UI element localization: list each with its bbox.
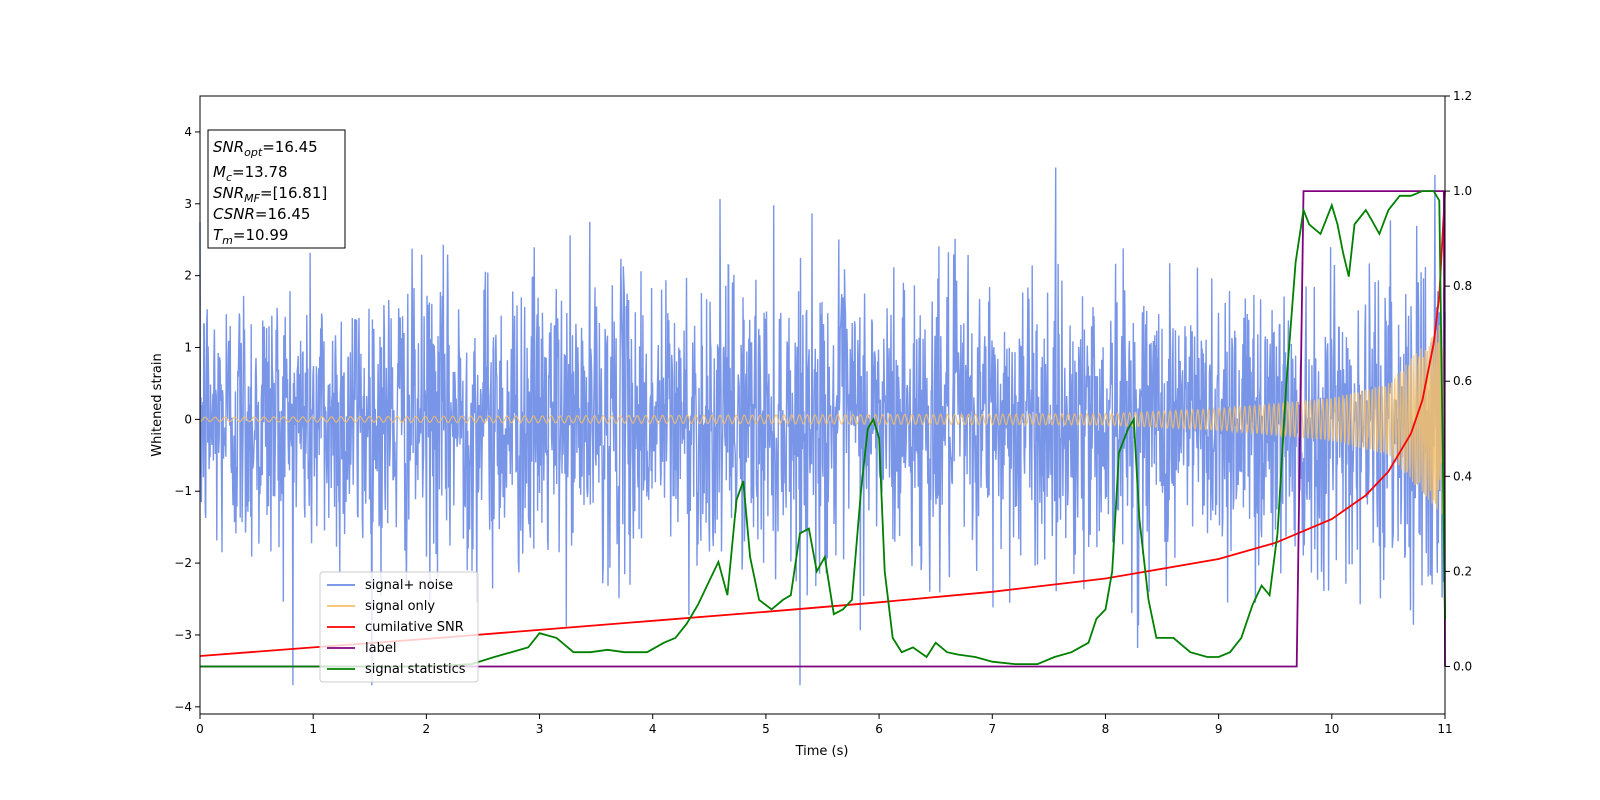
annotation-line: Tm=10.99 <box>213 226 288 247</box>
x-tick-label: 7 <box>988 722 996 736</box>
y2-tick-label: 1.0 <box>1453 184 1472 198</box>
x-tick-label: 9 <box>1215 722 1223 736</box>
legend-label: label <box>365 641 396 656</box>
x-tick-label: 2 <box>423 722 431 736</box>
y-tick-label: 2 <box>184 269 192 283</box>
y2-tick-label: 1.2 <box>1453 89 1472 103</box>
signal-only-line <box>200 324 1446 515</box>
axes-layer: 0 1 2 3 4 5 6 7 8 9 10 11 −4 −3 −2 −1 0 1 2 3 4 0.0 0.2 0.4 0.6 0… <box>174 89 1472 736</box>
annotation-box: SNRopt=16.45 Mc=13.78SNRMF=[16.81]CSNR=16… <box>207 129 346 249</box>
y2-tick-label: 0.8 <box>1453 279 1472 293</box>
x-tick-label: 0 <box>196 722 204 736</box>
legend-frame <box>319 571 479 683</box>
legend: signal+ noise signal only cumilative SNR la… <box>319 571 479 683</box>
x-tick-label: 5 <box>762 722 770 736</box>
y-tick-label: 3 <box>184 197 192 211</box>
y-tick-label: −1 <box>174 484 192 498</box>
y2-tick-label: 0.6 <box>1453 374 1472 388</box>
x-tick-label: 6 <box>875 722 883 736</box>
legend-label: signal only <box>365 599 435 614</box>
y-tick-label: 0 <box>184 412 192 426</box>
noise-series-layer <box>199 167 1446 686</box>
annotation-text: SNRopt=16.45 Mc=13.78SNRMF=[16.81]CSNR=16… <box>213 138 327 247</box>
annotation-line: CSNR=16.45 <box>213 205 310 223</box>
y-tick-label: −3 <box>174 628 192 642</box>
legend-items: signal+ noise signal only cumilative SNR la… <box>327 578 466 677</box>
signal-statistics-line <box>200 190 1446 668</box>
x-tick-label: 8 <box>1102 722 1110 736</box>
y-tick-label: −4 <box>174 700 192 714</box>
annotation-frame <box>207 129 346 249</box>
label-line <box>200 190 1446 668</box>
x-tick-label: 1 <box>309 722 317 736</box>
y-tick-label: 4 <box>184 125 192 139</box>
y2-tick-label: 0.4 <box>1453 469 1472 483</box>
legend-label: signal+ noise <box>365 578 453 593</box>
legend-label: signal statistics <box>365 662 466 677</box>
annotation-line: SNRMF=[16.81] <box>213 184 327 205</box>
y-tick-label: −2 <box>174 556 192 570</box>
x-tick-label: 4 <box>649 722 657 736</box>
x-axis-label: Time (s) <box>795 744 849 759</box>
plot-frame <box>199 95 1446 715</box>
y2-tick-label: 0.0 <box>1453 659 1472 673</box>
y2-tick-label: 0.2 <box>1453 564 1472 578</box>
x-tick-label: 3 <box>536 722 544 736</box>
right-axis-series-layer <box>199 190 1446 668</box>
annotation-line: SNRopt=16.45 <box>213 138 318 159</box>
annotation-line: Mc=13.78 <box>213 163 288 184</box>
legend-label: cumilative SNR <box>365 620 464 635</box>
y-tick-label: 1 <box>184 341 192 355</box>
x-tick-label: 10 <box>1324 722 1339 736</box>
cumulative-snr-line <box>199 191 1446 657</box>
signal-plus-noise-line <box>199 167 1446 686</box>
y-axis-label: Whitened strain <box>150 353 165 456</box>
signal-only-layer <box>200 324 1446 515</box>
x-tick-label: 11 <box>1437 722 1452 736</box>
